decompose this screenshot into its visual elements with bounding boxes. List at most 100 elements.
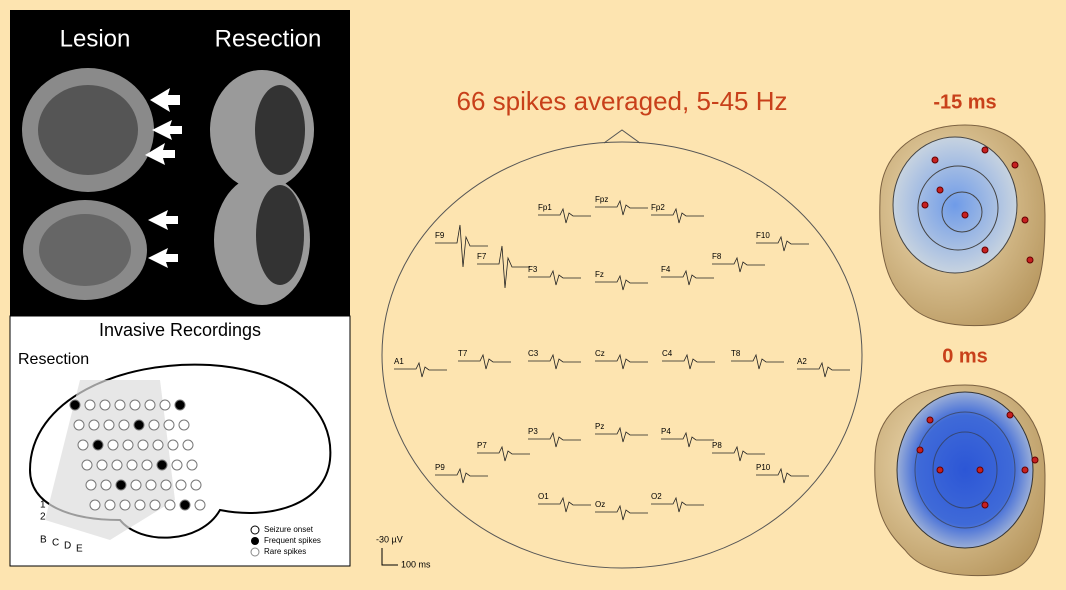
grid-contact	[99, 399, 111, 411]
topomap	[879, 124, 1046, 327]
mri-image	[38, 85, 138, 175]
sensor-dot	[921, 201, 929, 209]
legend: Seizure onset Frequent spikes Rare spikes	[250, 525, 321, 557]
waveform	[595, 504, 648, 521]
legend-text: Frequent spikes	[264, 536, 321, 545]
grid-contact	[174, 399, 186, 411]
electrode-label: Cz	[595, 349, 605, 358]
grid-contact	[126, 459, 138, 471]
sensor-dot	[936, 186, 944, 194]
waveform	[651, 207, 704, 224]
sensor-dot	[1026, 256, 1034, 264]
waveform	[595, 274, 648, 291]
electrode-label: P3	[528, 427, 538, 436]
waveform	[731, 353, 784, 370]
grid-contact	[175, 479, 187, 491]
waveform	[662, 353, 715, 370]
grid-contact	[119, 499, 131, 511]
electrode-label: P4	[661, 427, 671, 436]
grid-contact	[92, 439, 104, 451]
grid-contact	[167, 439, 179, 451]
grid-col-label: 1	[40, 500, 46, 511]
grid-contact	[148, 419, 160, 431]
head-outline	[381, 141, 863, 569]
waveform	[651, 496, 704, 513]
sensor-dot	[926, 416, 934, 424]
lesion-label: Lesion	[60, 25, 131, 52]
electrodes: Fp1 Fpz Fp2 F9 F7 F3 Fz F4 F8 F10 A1 T7 C3 Cz C4 T8 A2 P7…	[394, 195, 850, 521]
grid-contact	[130, 479, 142, 491]
grid-contact	[163, 419, 175, 431]
topomap	[874, 384, 1046, 577]
waveform	[712, 445, 765, 462]
electrode-label: Fpz	[595, 195, 608, 204]
grid-contact	[77, 439, 89, 451]
grid-contact	[171, 459, 183, 471]
grid-contact	[115, 479, 127, 491]
waveform	[538, 496, 591, 513]
grid-contact	[81, 459, 93, 471]
eeg-title: 66 spikes averaged, 5-45 Hz	[457, 86, 788, 116]
waveform	[712, 256, 765, 273]
grid-contact	[144, 399, 156, 411]
waveform	[756, 467, 809, 484]
grid-contact	[73, 419, 85, 431]
electrode-label: C4	[662, 349, 673, 358]
sensor-dot	[981, 501, 989, 509]
sensor-dot	[1021, 466, 1029, 474]
electrode-label: F4	[661, 265, 671, 274]
left-panel: Lesion Resection Invasive Recordings Res…	[9, 10, 351, 567]
electrode-label: F9	[435, 231, 445, 240]
waveform	[595, 353, 648, 370]
electrode-label: F7	[477, 252, 487, 261]
mri-image	[256, 185, 304, 285]
waveform	[538, 207, 591, 224]
waveform	[435, 224, 488, 268]
waveform	[661, 269, 714, 286]
electrode-label: A1	[394, 357, 404, 366]
grid-contact	[85, 479, 97, 491]
sensor-dot	[1021, 216, 1029, 224]
sensor-dot	[981, 146, 989, 154]
sensor-dot	[1006, 411, 1014, 419]
scale-time: 100 ms	[401, 559, 431, 569]
legend-text: Seizure onset	[264, 525, 314, 534]
grid-row-label: B	[40, 535, 47, 546]
electrode-label: F8	[712, 252, 722, 261]
electrode-grid: B C D E 12	[40, 399, 206, 555]
electrode-label: P10	[756, 463, 771, 472]
grid-contact	[100, 479, 112, 491]
waveform	[458, 353, 511, 370]
grid-contact	[137, 439, 149, 451]
grid-row-label: E	[76, 544, 83, 555]
grid-contact	[89, 499, 101, 511]
sensor-dot	[931, 156, 939, 164]
electrode-label: C3	[528, 349, 539, 358]
grid-contact	[190, 479, 202, 491]
electrode-label: T8	[731, 349, 741, 358]
grid-contact	[194, 499, 206, 511]
grid-contact	[186, 459, 198, 471]
scale-amplitude: -30 µV	[376, 534, 403, 544]
electrode-label: F10	[756, 231, 770, 240]
waveform	[661, 431, 714, 448]
grid-contact	[114, 399, 126, 411]
waveform	[595, 426, 648, 443]
arrows	[145, 88, 182, 268]
electrode-label: A2	[797, 357, 807, 366]
grid-contact	[118, 419, 130, 431]
electrode-label: Fz	[595, 270, 604, 279]
grid-contact	[111, 459, 123, 471]
sensor-dots	[916, 146, 1039, 509]
electrode-label: Oz	[595, 500, 605, 509]
electrode-label: Pz	[595, 422, 604, 431]
grid-contact	[152, 439, 164, 451]
electrode-label: O2	[651, 492, 662, 501]
electrode-label: P8	[712, 441, 722, 450]
grid-contact	[104, 499, 116, 511]
waveform	[756, 235, 809, 252]
grid-contact	[107, 439, 119, 451]
legend-text: Rare spikes	[264, 547, 306, 556]
topomap-label: -15 ms	[933, 91, 996, 113]
